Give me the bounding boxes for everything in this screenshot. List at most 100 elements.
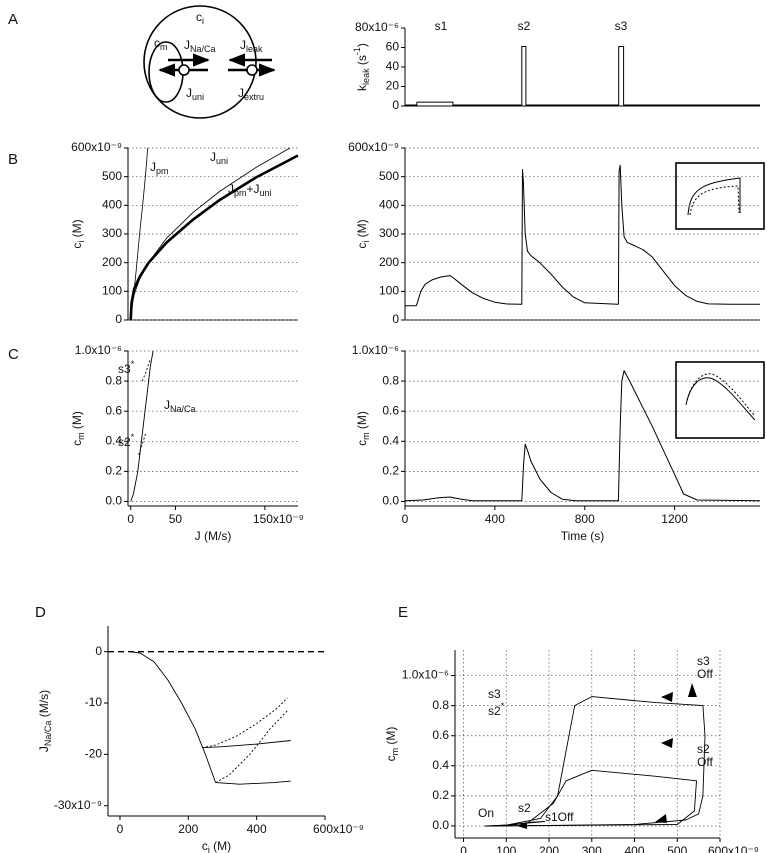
x-axis-label: ci (M) (202, 839, 231, 853)
series-label-part: s2 (488, 704, 501, 718)
diagram-label-part: extru (244, 92, 264, 102)
diagram-label-part: uni (192, 92, 204, 102)
series-label-part: s3 (488, 687, 501, 701)
y-axis-label-part: c (384, 755, 398, 761)
x-tick-label: 500 (667, 844, 687, 853)
y-axis-label-part: J (37, 746, 51, 752)
panel-letter: C (8, 346, 19, 363)
y-tick-label: 0 (115, 312, 122, 326)
y-tick-label: 0.8 (382, 373, 399, 387)
diagram (143, 5, 276, 119)
y-axis-label: cm (M) (70, 411, 86, 446)
diagram-label-part: m (160, 42, 168, 52)
x-axis-label: Time (s) (561, 529, 605, 543)
panel-letter: D (35, 604, 46, 621)
x-tick-label: 800 (575, 512, 595, 526)
series-label-part: uni (216, 156, 228, 166)
diagram-label-part: Na/Ca (190, 44, 216, 54)
y-tick-label: -10 (85, 695, 103, 709)
x-tick-label: 400 (485, 512, 505, 526)
series-label-part: s2 (118, 435, 131, 449)
diagram-label-part: i (202, 16, 204, 26)
x-axis-label: J (M/s) (195, 529, 232, 543)
y-axis-label-part: (M) (70, 411, 84, 432)
y-tick-label: -30x10⁻⁹ (54, 798, 102, 812)
series-line (405, 46, 760, 106)
x-tick-label: 400 (247, 822, 267, 836)
y-tick-label: 0.8 (432, 698, 449, 712)
y-axis-label: JNa/Ca (M/s) (37, 690, 53, 752)
diagram-label-part: J (238, 86, 244, 100)
series-line (484, 769, 697, 827)
y-axis-label-part: (M) (355, 411, 369, 432)
y-tick-label: 300 (379, 226, 399, 240)
series-label: JNa/Ca (164, 398, 196, 414)
series-label: s2 (518, 801, 531, 815)
y-axis-label-part: c (70, 243, 84, 249)
y-tick-label: 0.4 (105, 433, 122, 447)
series-label-part: J (228, 182, 234, 196)
series-line (201, 697, 288, 749)
y-axis-label: cm (M) (384, 727, 400, 762)
y-tick-label: 0 (392, 98, 399, 112)
y-tick-label: 1.0x10⁻⁶ (402, 668, 449, 682)
uniporter (178, 64, 190, 76)
annotation: s3 (615, 19, 628, 33)
y-tick-label: 0.6 (105, 403, 122, 417)
series-label: s2* (488, 701, 505, 718)
diagram-label-part: J (186, 86, 192, 100)
series-label: s2 (697, 742, 710, 756)
annotation: s1 (435, 19, 448, 33)
series-line (141, 358, 151, 382)
y-axis-label-part: leak (361, 68, 371, 85)
y-tick-label: 500 (102, 169, 122, 183)
series-label-part: pm (156, 166, 169, 176)
x-axis-label-part: c (202, 839, 208, 853)
y-tick-label: 0.6 (432, 728, 449, 742)
y-tick-label: 40 (386, 59, 400, 73)
diagram-label: Jleak (240, 38, 263, 54)
y-axis-label: kleak (s-1) (352, 43, 371, 91)
x-tick-label: 600x10⁻⁹ (708, 844, 759, 853)
series-label: Off (697, 755, 713, 769)
y-tick-label: 1.0x10⁻⁶ (352, 343, 399, 357)
series-line (489, 821, 546, 827)
y-axis-label-part: (M/s) (37, 690, 51, 721)
y-tick-label: 0.0 (432, 818, 449, 832)
diagram-label-part: J (184, 38, 190, 52)
y-axis-label-part: k (355, 84, 369, 91)
y-tick-label: 0.2 (382, 464, 399, 478)
series-line (129, 154, 299, 321)
x-tick-label: 0 (127, 512, 134, 526)
series-label: s3 (697, 654, 710, 668)
y-axis-label: cm (M) (355, 411, 371, 446)
series-label-part: J (150, 160, 156, 174)
y-axis-label-part: m (76, 432, 86, 440)
y-tick-label: 100 (379, 284, 399, 298)
y-tick-label: 20 (386, 79, 400, 93)
y-tick-label: 100 (102, 284, 122, 298)
series-label: Jpm+Juni (228, 182, 272, 198)
series-line (215, 710, 288, 783)
diagram-label: Jextru (238, 86, 264, 102)
y-axis-label-part: i (76, 241, 86, 243)
series-label: Juni (210, 150, 228, 166)
y-axis-label-part: c (70, 440, 84, 446)
series-label-part: * (501, 701, 505, 711)
x-tick-label: 0 (460, 844, 467, 853)
y-axis-label-part: (M) (70, 219, 84, 240)
y-tick-label: 500 (379, 169, 399, 183)
diagram-label: ci (196, 10, 204, 26)
y-tick-label: 0.4 (432, 758, 449, 772)
series-label-part: J (164, 398, 170, 412)
y-tick-label: 600x10⁻⁹ (348, 140, 399, 154)
y-axis-label-part: m (390, 748, 400, 756)
y-tick-label: 600x10⁻⁹ (71, 140, 122, 154)
y-tick-label: 400 (379, 198, 399, 212)
x-tick-label: 50 (169, 512, 183, 526)
diagram-label-part: c (154, 36, 160, 50)
x-tick-label: 0 (402, 512, 409, 526)
diagram-label-part: c (196, 10, 202, 24)
series-line (404, 370, 761, 502)
